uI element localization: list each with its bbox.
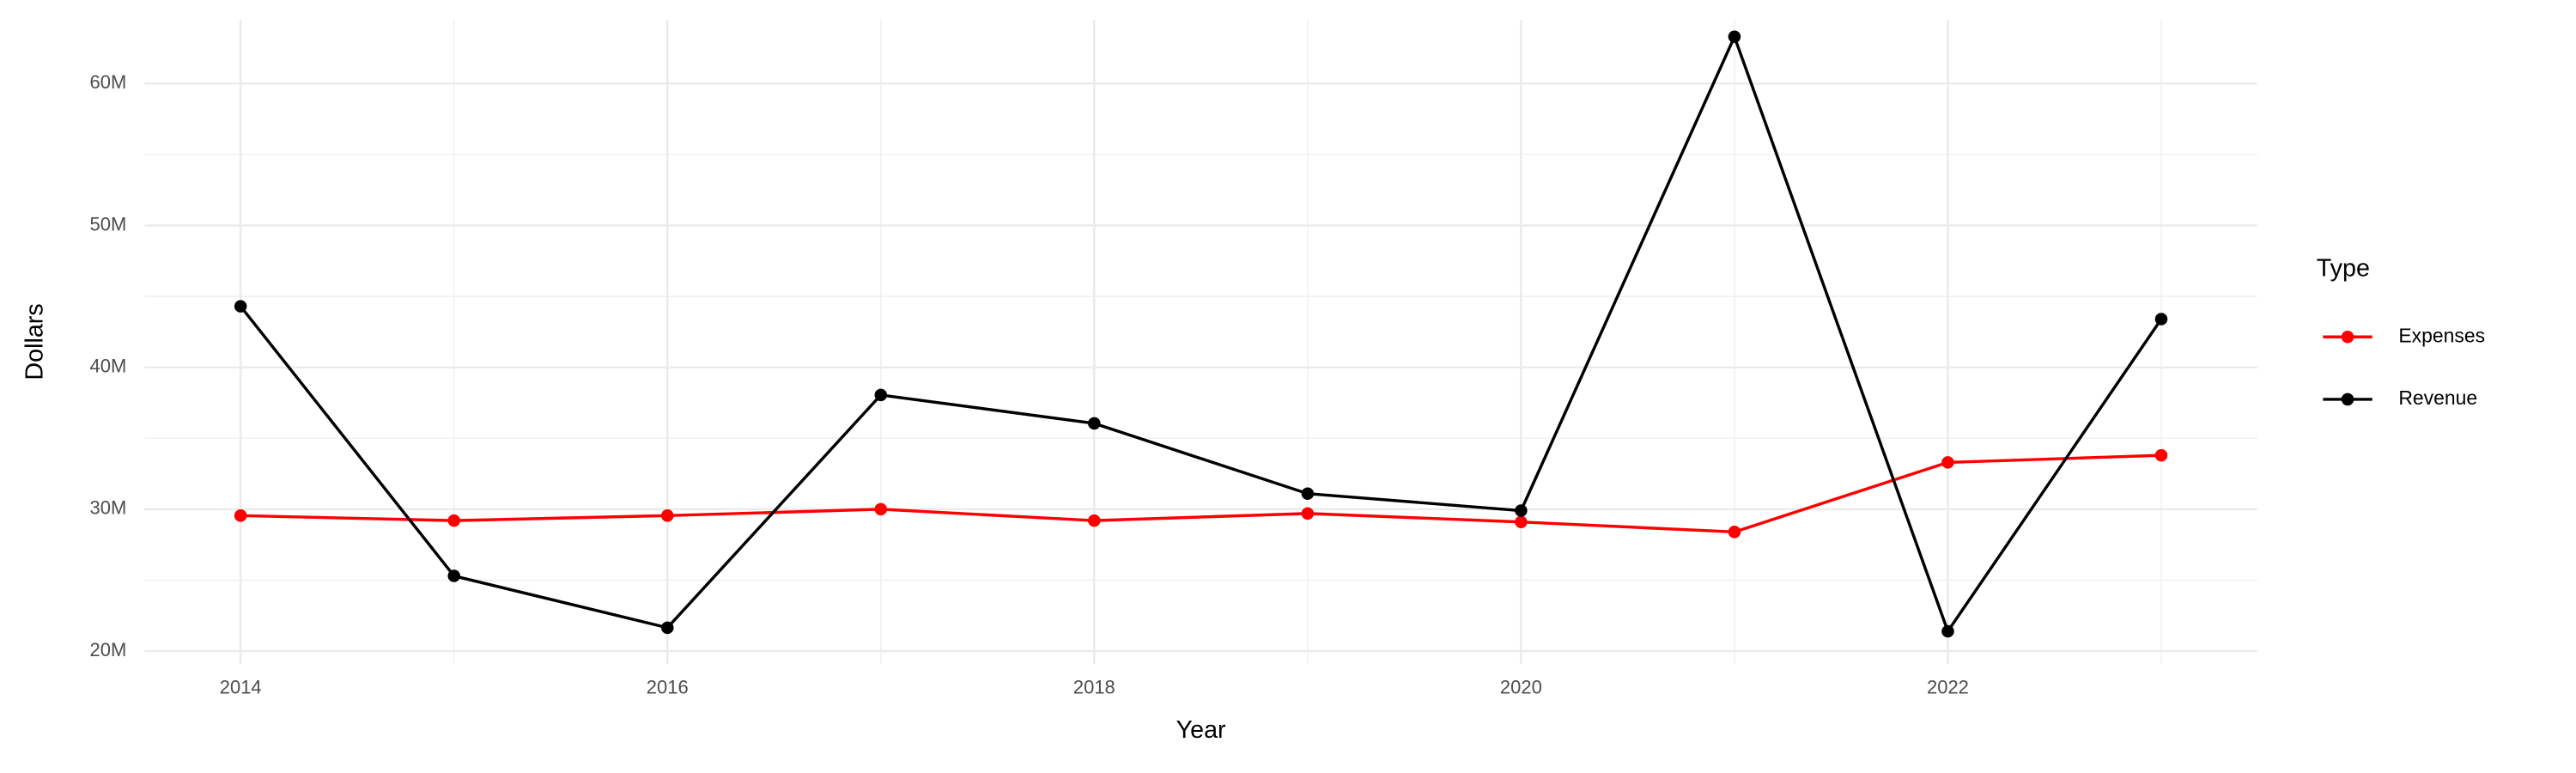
data-point (1088, 417, 1101, 430)
data-point (1515, 504, 1528, 517)
y-axis-title: Dollars (21, 303, 49, 380)
x-tick-label: 2016 (647, 676, 689, 697)
data-point (660, 509, 674, 522)
data-point (660, 621, 674, 635)
x-tick-label: 2020 (1500, 676, 1542, 697)
series-line (239, 33, 2163, 635)
data-point (1088, 514, 1101, 527)
data-point (1301, 487, 1315, 500)
data-point (1515, 515, 1528, 529)
legend: Expenses Revenue (2323, 324, 2485, 409)
data-point (1941, 624, 1954, 638)
x-tick-label: 2022 (1927, 676, 1969, 697)
legend-marker (2341, 330, 2354, 344)
y-tick-label: 50M (90, 213, 127, 234)
grid (144, 19, 2257, 664)
data-point (234, 300, 247, 313)
data-point (2154, 448, 2168, 462)
y-tick-label: 20M (90, 639, 127, 660)
data-point (447, 569, 461, 582)
y-tick-label: 40M (90, 356, 127, 377)
data-point (234, 509, 247, 522)
y-tick-label: 60M (90, 71, 127, 93)
marks (234, 30, 2168, 638)
y-tick-label: 30M (90, 497, 127, 519)
data-point (1301, 507, 1315, 520)
x-axis-title: Year (1176, 716, 1226, 744)
data-point (874, 502, 888, 516)
x-tick-label: 2014 (220, 676, 262, 697)
data-point (2154, 313, 2168, 326)
data-point (1728, 526, 1741, 539)
data-point (1941, 456, 1954, 469)
data-point (447, 514, 461, 527)
x-tick-label: 2018 (1073, 676, 1115, 697)
legend-label: Expenses (2398, 324, 2485, 346)
legend-label: Revenue (2398, 386, 2477, 409)
data-point (874, 388, 888, 402)
data-point (1728, 30, 1741, 44)
series-line (240, 453, 2162, 534)
legend-title: Type (2317, 254, 2370, 282)
legend-marker (2341, 393, 2354, 406)
